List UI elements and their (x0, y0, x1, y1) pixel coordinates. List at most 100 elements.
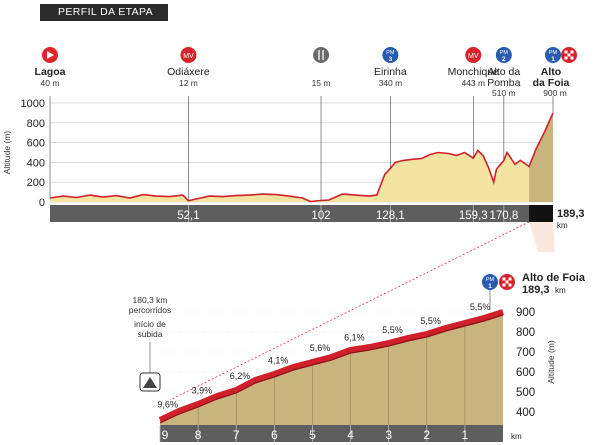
gradient-label: 9,6% (157, 399, 178, 409)
kom-category: 1 (488, 283, 492, 290)
finish-km-unit: km (555, 286, 566, 295)
annotation-line: subida (137, 329, 162, 339)
km-tick-label: 7 (233, 428, 240, 442)
finish-name: Alto de Foia (522, 272, 586, 284)
y-tick-label: 800 (27, 118, 45, 130)
y-tick-label: 700 (516, 347, 535, 359)
marker-name: Alto da (487, 66, 520, 78)
km-tick-label: 102 (311, 210, 330, 222)
finish-flag-check (570, 56, 574, 60)
marker-altitude: 900 m (543, 88, 567, 98)
marker-altitude: 15 m (312, 78, 331, 88)
y-tick-label: 1000 (21, 98, 45, 110)
kom-icon (482, 274, 498, 290)
marker-name-line2: da Foia (533, 77, 570, 89)
kom-icon-label: PM (549, 50, 558, 56)
y-tick-label: 0 (39, 197, 45, 209)
page-title: PERFIL DA ETAPA (40, 4, 168, 21)
profile-line (49, 112, 554, 203)
gradient-label: 6,1% (344, 332, 365, 342)
km-bar (160, 425, 503, 442)
feed-zone-icon (313, 47, 330, 63)
marker-name: Lagoa (35, 66, 66, 78)
kom-category: 2 (502, 56, 506, 63)
finish-flag-check (564, 56, 568, 60)
y-axis-label: Altitude (m) (546, 340, 556, 384)
km-tick-label: 52,1 (177, 210, 199, 222)
climb-start-mountain-icon (143, 377, 157, 388)
finish-flag-check (567, 53, 571, 57)
y-tick-label: 600 (516, 367, 535, 379)
sprint-icon-label: MV (468, 53, 479, 60)
km-tick-label: 2 (423, 428, 430, 442)
marker-name-line2: Pomba (487, 77, 520, 89)
zoom-connector-area (529, 222, 555, 252)
sprint-icon (465, 47, 482, 63)
marker-altitude: 510 m (492, 88, 516, 98)
marker-altitude: 40 m (41, 78, 60, 88)
km-tick-label: 5 (309, 428, 316, 442)
marker-name: Monchique (448, 66, 500, 78)
finish-km-label: 189,3 (557, 208, 585, 220)
finish-km-unit: km (557, 221, 568, 230)
y-tick-label: 400 (27, 157, 45, 169)
km-tick-label: 159,3 (459, 210, 488, 222)
marker-altitude: 340 m (379, 78, 403, 88)
kom-category: 1 (551, 56, 555, 63)
marker-altitude: 12 m (179, 78, 198, 88)
y-tick-label: 900 (516, 307, 535, 319)
marker-name: Eirinha (374, 66, 407, 78)
marker-name: Alto (541, 66, 561, 78)
kom-icon (495, 47, 512, 63)
finish-flag-check (564, 50, 568, 54)
km-tick-label: 9 (162, 428, 169, 442)
y-tick-label: 500 (516, 387, 535, 399)
gradient-label: 5,6% (310, 343, 331, 353)
gradient-label: 4,1% (268, 356, 289, 366)
sprint-icon-label: MV (183, 53, 194, 60)
y-tick-label: 600 (27, 138, 45, 150)
km-tick-label: 3 (385, 428, 392, 442)
y-tick-label: 200 (27, 177, 45, 189)
sprint-icon (180, 47, 197, 63)
y-tick-label: 400 (516, 407, 535, 419)
finish-flag-check (508, 277, 512, 281)
finish-flag-check (505, 280, 509, 284)
km-unit: km (511, 432, 522, 441)
km-tick-label: 1 (462, 428, 469, 442)
y-tick-label: 800 (516, 327, 535, 339)
kom-category: 3 (389, 56, 393, 63)
kom-icon (545, 47, 561, 63)
gradient-label: 5,5% (470, 302, 491, 312)
gradient-label: 5,5% (420, 316, 441, 326)
kom-icon-label: PM (500, 50, 509, 56)
km-bar-climb-segment (529, 205, 553, 222)
km-tick-label: 8 (195, 428, 202, 442)
finish-flag-check (508, 283, 512, 287)
zoom-connector-line (169, 221, 530, 401)
start-arrow-icon (47, 51, 54, 59)
climb-area (529, 112, 553, 202)
km-tick-label: 128,1 (376, 210, 405, 222)
km-tick-label: 170,8 (489, 210, 518, 222)
finish-flag-check (502, 283, 506, 287)
finish-flag-check (502, 277, 506, 281)
kom-icon-label: PM (386, 50, 395, 56)
kom-icon-label: PM (486, 277, 495, 283)
km-tick-label: 4 (347, 428, 354, 442)
gradient-label: 6,2% (230, 371, 251, 381)
finish-flag-check (570, 50, 574, 54)
kom-icon (382, 47, 399, 63)
marker-name: Odiáxere (167, 66, 210, 78)
km-tick-label: 6 (271, 428, 278, 442)
annotation-line: início de (134, 319, 166, 329)
marker-altitude: 443 m (461, 78, 485, 88)
climb-road-line (158, 309, 504, 423)
gradient-label: 3,9% (192, 385, 213, 395)
y-axis-label: Altitude (m) (2, 131, 12, 175)
annotation-line: 180,3 km (133, 295, 168, 305)
km-bar (50, 205, 553, 222)
climb-road-edge (159, 314, 504, 424)
climb-area (160, 312, 503, 425)
